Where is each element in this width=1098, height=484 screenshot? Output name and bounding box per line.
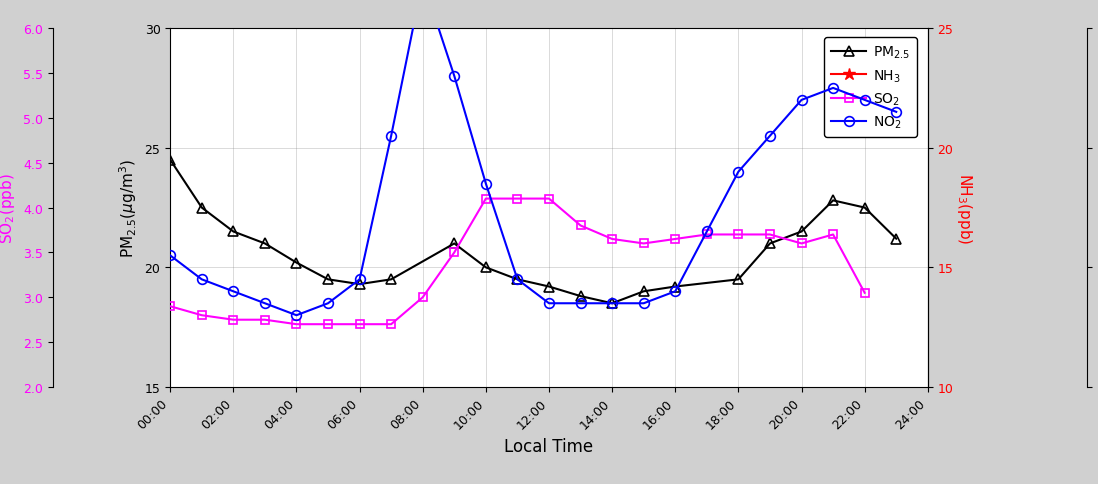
NO$_2$ [606, 301, 619, 306]
PM$_{2.5}$ [731, 277, 744, 283]
NO$_2$ [889, 110, 903, 116]
SO$_2$ [290, 321, 303, 327]
NO$_2$ [542, 301, 556, 306]
PM$_{2.5}$ [889, 236, 903, 242]
PM$_{2.5}$ [827, 198, 840, 204]
NO$_2$ [701, 229, 714, 235]
NO$_2$ [195, 277, 209, 283]
PM$_{2.5}$ [384, 277, 397, 283]
NO$_2$ [448, 74, 461, 80]
NO$_2$ [731, 169, 744, 175]
NO$_2$ [322, 301, 335, 306]
NO$_2$ [290, 313, 303, 318]
PM$_{2.5}$ [763, 241, 776, 247]
SO$_2$ [479, 197, 492, 202]
SO$_2$ [795, 241, 808, 247]
PM$_{2.5}$ [258, 241, 271, 247]
SO$_2$ [164, 304, 177, 310]
NO$_2$ [763, 134, 776, 139]
NO$_2$ [574, 301, 587, 306]
NO$_2$ [637, 301, 650, 306]
NO$_2$ [827, 86, 840, 91]
X-axis label: Local Time: Local Time [504, 437, 594, 455]
NO$_2$ [164, 253, 177, 259]
PM$_{2.5}$ [322, 277, 335, 283]
SO$_2$ [416, 295, 429, 301]
PM$_{2.5}$ [574, 294, 587, 300]
Legend: PM$_{2.5}$, NH$_3$, SO$_2$, NO$_2$: PM$_{2.5}$, NH$_3$, SO$_2$, NO$_2$ [825, 38, 917, 138]
Y-axis label: PM$_{2.5}$($\mu$g/m$^{3}$): PM$_{2.5}$($\mu$g/m$^{3}$) [117, 159, 139, 257]
Y-axis label: SO$_2$(ppb): SO$_2$(ppb) [0, 173, 18, 243]
PM$_{2.5}$ [164, 157, 177, 163]
NO$_2$ [226, 289, 239, 295]
SO$_2$ [322, 321, 335, 327]
PM$_{2.5}$ [637, 289, 650, 295]
SO$_2$ [542, 197, 556, 202]
SO$_2$ [859, 290, 872, 296]
PM$_{2.5}$ [511, 277, 524, 283]
SO$_2$ [637, 241, 650, 247]
PM$_{2.5}$ [606, 301, 619, 306]
SO$_2$ [827, 232, 840, 238]
PM$_{2.5}$ [226, 229, 239, 235]
NO$_2$ [859, 98, 872, 104]
PM$_{2.5}$ [542, 284, 556, 290]
Line: NO$_2$: NO$_2$ [166, 0, 901, 320]
PM$_{2.5}$ [448, 241, 461, 247]
SO$_2$ [384, 321, 397, 327]
NO$_2$ [479, 182, 492, 187]
SO$_2$ [226, 317, 239, 323]
SO$_2$ [448, 250, 461, 256]
SO$_2$ [731, 232, 744, 238]
PM$_{2.5}$ [479, 265, 492, 271]
Line: SO$_2$: SO$_2$ [166, 195, 869, 329]
NO$_2$ [795, 98, 808, 104]
SO$_2$ [669, 237, 682, 242]
NO$_2$ [511, 277, 524, 283]
SO$_2$ [258, 317, 271, 323]
Line: PM$_{2.5}$: PM$_{2.5}$ [166, 155, 901, 308]
PM$_{2.5}$ [859, 205, 872, 211]
NO$_2$ [258, 301, 271, 306]
SO$_2$ [606, 237, 619, 242]
PM$_{2.5}$ [352, 282, 366, 287]
SO$_2$ [763, 232, 776, 238]
SO$_2$ [352, 321, 366, 327]
Y-axis label: NH$_3$(ppb): NH$_3$(ppb) [955, 172, 974, 244]
NO$_2$ [384, 134, 397, 139]
SO$_2$ [701, 232, 714, 238]
SO$_2$ [195, 313, 209, 318]
NO$_2$ [669, 289, 682, 295]
PM$_{2.5}$ [195, 205, 209, 211]
SO$_2$ [574, 223, 587, 229]
PM$_{2.5}$ [669, 284, 682, 290]
NO$_2$ [352, 277, 366, 283]
PM$_{2.5}$ [290, 260, 303, 266]
SO$_2$ [511, 197, 524, 202]
PM$_{2.5}$ [795, 229, 808, 235]
